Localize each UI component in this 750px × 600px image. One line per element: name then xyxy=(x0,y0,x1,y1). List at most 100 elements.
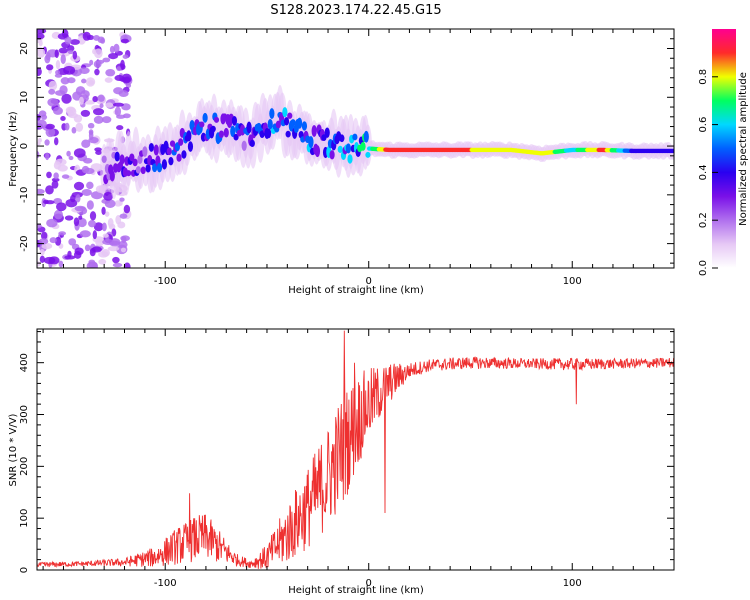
spectrogram-noise-blob xyxy=(64,36,72,45)
spectrogram-noise-blob xyxy=(61,29,69,39)
spectrogram-noise-blob xyxy=(60,77,70,85)
spectrogram-noise-blob xyxy=(105,102,114,108)
spectrogram-noise-blob xyxy=(104,77,113,83)
spectrogram-noise-blob xyxy=(120,247,127,253)
spectrogram-noise-blob xyxy=(54,49,59,59)
spectrogram-noise-blob xyxy=(93,222,104,232)
spectrogram-noise-blob xyxy=(94,48,103,59)
spectrogram-noise-blob xyxy=(88,136,99,144)
spectrogram-ridge-blob xyxy=(145,164,151,173)
x-tick-label: 100 xyxy=(563,276,582,287)
spectrogram-noise-blob xyxy=(37,137,43,143)
spectrogram-noise-blob xyxy=(64,122,70,131)
spectrogram-ridge-blob xyxy=(178,138,184,146)
spectrogram-noise-blob xyxy=(44,54,51,64)
spectrogram-noise-blob xyxy=(101,206,106,216)
spectrogram-ridge-blob xyxy=(267,118,273,130)
spectrogram-noise-blob xyxy=(48,80,58,91)
spectrogram-ridge-blob xyxy=(135,166,141,174)
colorbar-tick-label: 0.2 xyxy=(698,212,709,228)
spectrogram-noise-blob xyxy=(86,200,94,210)
spectrogram-noise-blob xyxy=(44,139,50,146)
spectrogram-noise-blob xyxy=(67,50,74,55)
spectrogram-ridge-blob xyxy=(176,153,182,162)
spectrogram-ridge-blob xyxy=(109,170,115,182)
snr-frame xyxy=(36,328,675,571)
spectrogram-noise-blob xyxy=(59,85,68,95)
spectrogram-ridge-blob xyxy=(223,127,229,138)
spectrogram-ridge-blob xyxy=(153,144,159,156)
spectrogram-noise-blob xyxy=(54,158,67,166)
y-tick-label: 20 xyxy=(19,42,30,55)
spectrogram-ridge-blob xyxy=(132,158,138,167)
spectrogram-ridge-blob xyxy=(265,128,272,139)
spectrogram-noise-blob xyxy=(112,256,120,264)
spectrogram-ridge-blob xyxy=(259,130,265,139)
spectrogram-ridge-blob xyxy=(168,156,174,166)
spectrogram-noise-blob xyxy=(125,83,132,88)
spectrogram-noise-blob xyxy=(56,202,67,212)
x-tick-label: 100 xyxy=(563,578,582,589)
spectrogram-noise-blob xyxy=(58,231,67,236)
spectrogram-noise-blob xyxy=(120,38,129,44)
spectrogram-ridge-blob xyxy=(213,116,220,123)
spectrogram-ridge-blob xyxy=(339,134,345,143)
spectrogram-noise-blob xyxy=(54,137,59,146)
spectrogram-y-ticks: -20 -10 0 10 20 xyxy=(19,28,674,264)
spectrogram-noise-blob xyxy=(38,238,49,245)
x-tick-label: 0 xyxy=(366,578,372,589)
spectrogram-noise-blob xyxy=(37,67,42,76)
spectrogram-noise-blob xyxy=(93,60,102,68)
snr-x-ticks: -100 0 100 xyxy=(42,329,675,589)
spectrogram-noise-blob xyxy=(87,80,95,85)
spectrogram-noise-blob xyxy=(121,236,127,243)
spectrogram-noise-blob xyxy=(51,177,60,182)
spectrogram-ridge-blob xyxy=(241,140,247,151)
spectrogram-noise-blob xyxy=(114,74,125,81)
spectrogram-noise-blob xyxy=(86,34,95,41)
spectrogram-noise-blob xyxy=(91,191,103,200)
spectrogram-noise-blob xyxy=(102,238,115,245)
spectrogram-blobs xyxy=(37,29,674,268)
spectrogram-noise-blob xyxy=(107,218,114,228)
spectrogram-ridge-blob xyxy=(101,155,107,164)
spectrogram-noise-blob xyxy=(84,244,91,252)
spectrogram-noise-blob xyxy=(122,54,129,59)
spectrogram-ridge-blob xyxy=(202,112,208,123)
spectrogram-noise-blob xyxy=(103,191,114,201)
spectrogram-ridge-blob xyxy=(290,119,296,126)
spectrogram-noise-blob xyxy=(80,109,91,117)
spectrogram-noise-blob xyxy=(45,200,55,205)
spectrogram-noise-blob xyxy=(74,205,86,212)
spectrogram-noise-blob xyxy=(60,54,66,65)
spectrogram-noise-blob xyxy=(119,197,125,202)
spectrogram-noise-blob xyxy=(101,248,110,257)
spectrogram-noise-blob xyxy=(93,35,101,41)
spectrogram-noise-blob xyxy=(101,222,107,232)
spectrogram-noise-blob xyxy=(123,204,131,214)
spectrogram-ridge-blob xyxy=(249,139,255,148)
spectrogram-noise-blob xyxy=(39,255,45,263)
spectrogram-noise-blob xyxy=(95,239,104,247)
colorbar-tick-label: 0.4 xyxy=(698,164,709,180)
spectrogram-frame xyxy=(36,28,675,269)
colorbar-tick-label: 0.0 xyxy=(698,260,709,276)
spectrogram-ridge-blob xyxy=(363,130,369,143)
colorbar: 0.0 0.2 0.4 0.6 0.8 Normalized spectral ampl… xyxy=(698,29,749,276)
colorbar-ticks: 0.0 0.2 0.4 0.6 0.8 xyxy=(698,69,718,276)
spectrogram-noise-blob xyxy=(99,103,104,109)
spectrogram-noise-blob xyxy=(100,38,106,44)
spectrogram-noise-blob xyxy=(117,221,126,229)
spectrogram-noise-blob xyxy=(45,123,55,130)
spectrogram-noise-blob xyxy=(77,217,87,228)
spectrogram-noise-blob xyxy=(123,262,131,268)
spectrogram-noise-blob xyxy=(37,141,41,146)
spectrogram-noise-blob xyxy=(37,151,40,159)
spectrogram-noise-blob xyxy=(78,215,83,220)
spectrogram-noise-blob xyxy=(46,218,58,228)
spectrogram-noise-blob xyxy=(37,114,41,121)
spectrogram-noise-blob xyxy=(73,181,85,191)
spectrogram-noise-blob xyxy=(119,213,128,219)
spectrogram-noise-blob xyxy=(52,106,63,115)
